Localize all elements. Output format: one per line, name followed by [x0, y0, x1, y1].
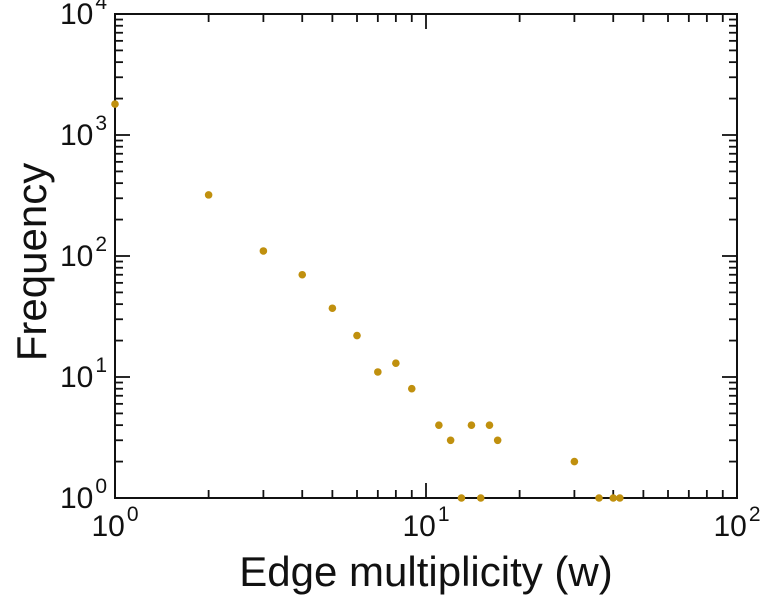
- data-point: [259, 247, 268, 255]
- data-point: [485, 421, 494, 429]
- y-tick-label: 104: [60, 0, 107, 31]
- data-point: [374, 368, 382, 376]
- data-point: [476, 494, 485, 502]
- x-tick-label: 100: [91, 503, 138, 543]
- y-axis-label: Frequency: [8, 162, 55, 362]
- data-point: [298, 270, 307, 279]
- data-point: [570, 457, 579, 466]
- y-tick-label: 102: [60, 233, 107, 273]
- data-point: [204, 191, 213, 199]
- y-tick-label: 103: [60, 112, 107, 152]
- data-point: [435, 421, 443, 429]
- data-point: [392, 359, 400, 368]
- data-point: [407, 384, 416, 393]
- data-point: [493, 436, 502, 445]
- data-point: [595, 494, 603, 502]
- data-point: [616, 494, 624, 502]
- y-tick-label: 101: [60, 354, 107, 394]
- data-point: [353, 331, 361, 340]
- data-point: [457, 494, 466, 502]
- data-point: [609, 494, 618, 502]
- x-tick-label: 101: [402, 503, 449, 543]
- data-point: [446, 436, 455, 445]
- data-point: [467, 421, 476, 429]
- plot-frame: [114, 13, 738, 499]
- y-tick-label: 100: [60, 475, 107, 515]
- data-point: [328, 304, 337, 313]
- x-axis-label: Edge multiplicity (w): [239, 548, 613, 595]
- x-tick-label: 102: [713, 503, 760, 543]
- data-point: [111, 100, 119, 108]
